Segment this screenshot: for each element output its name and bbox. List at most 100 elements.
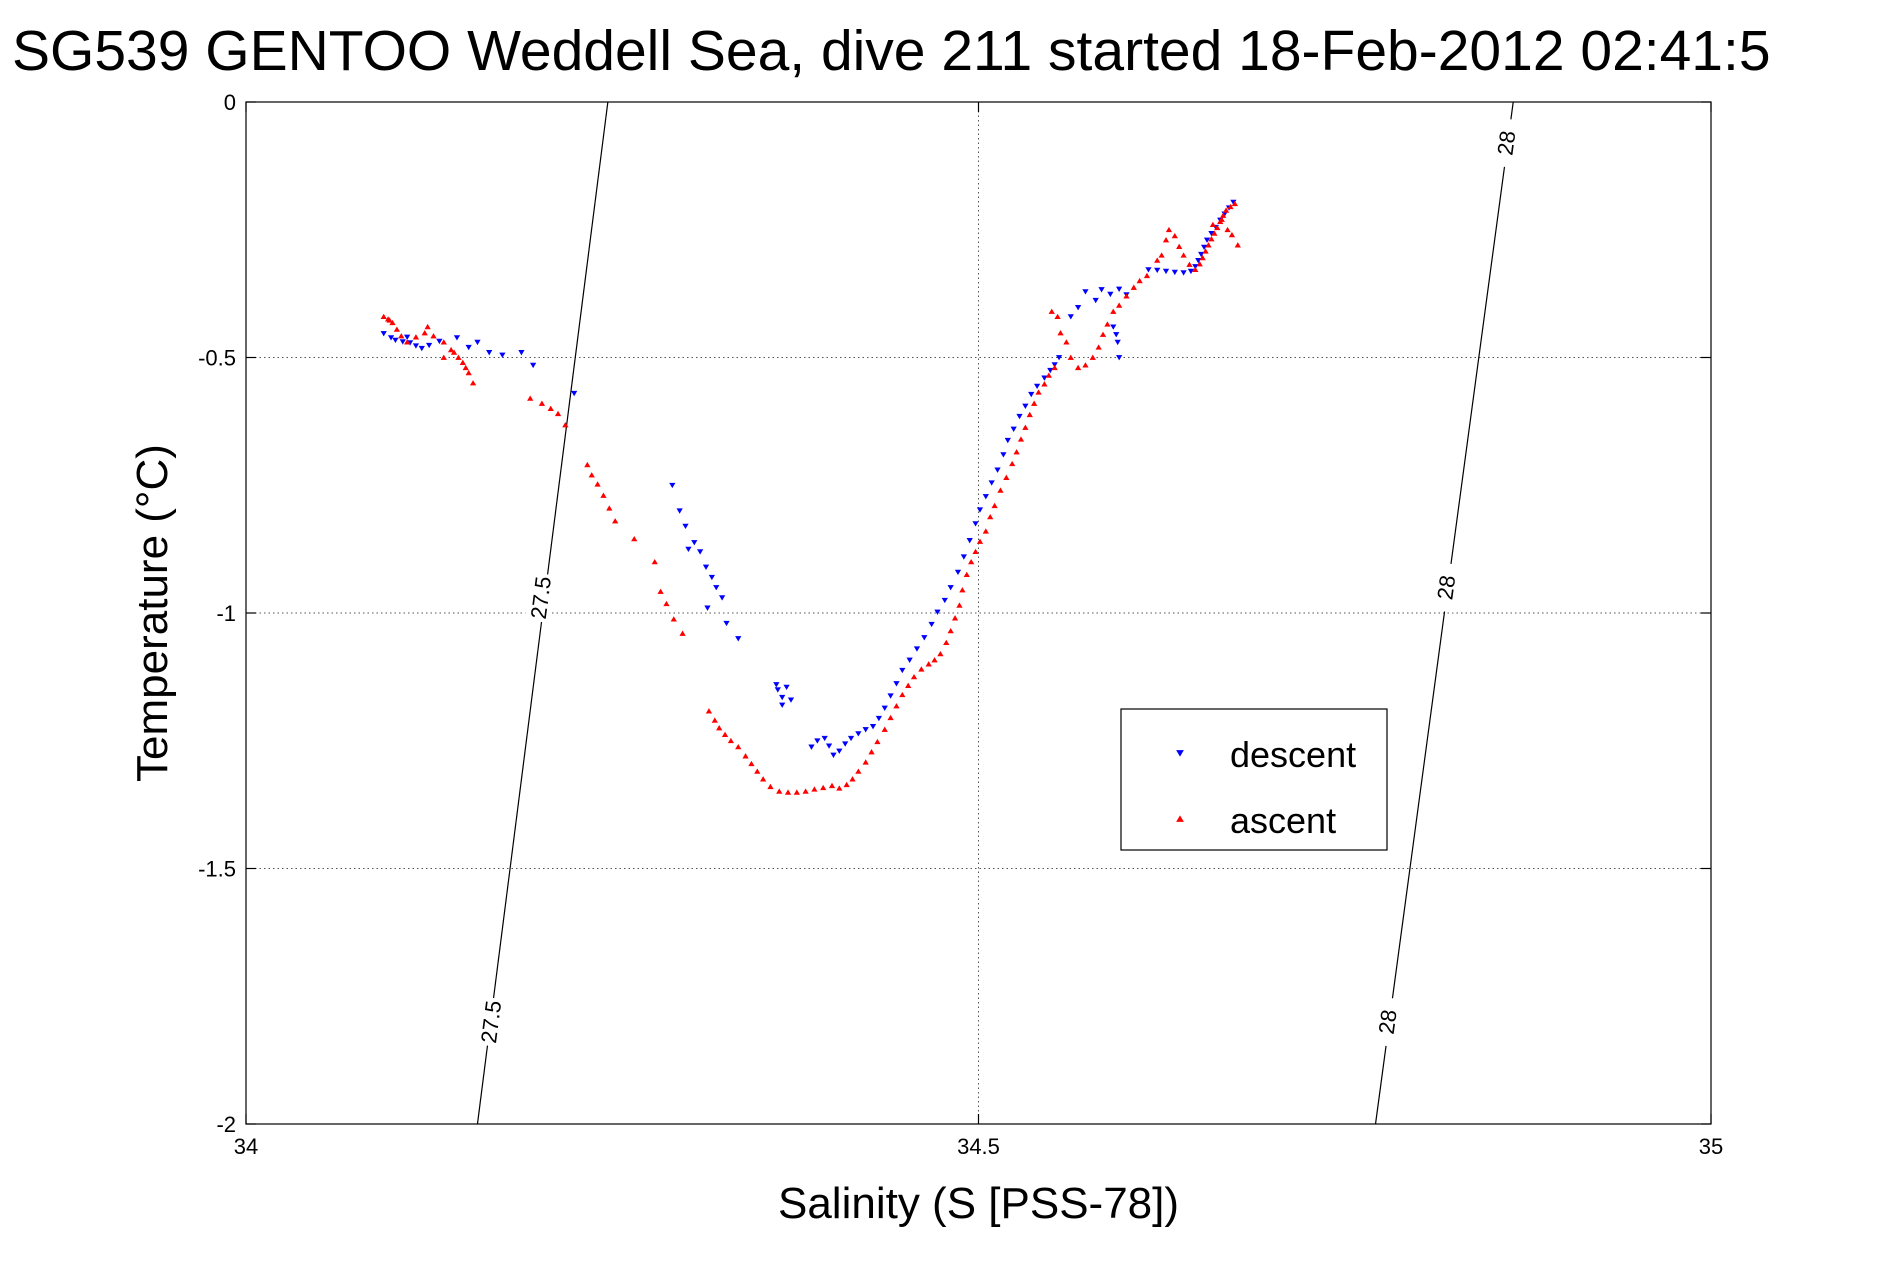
- contour-line: [1374, 101, 1514, 1125]
- descent-point: [1010, 426, 1017, 432]
- descent-point: [426, 342, 433, 349]
- grid: [245, 101, 1712, 1125]
- descent-point: [779, 702, 786, 708]
- x-tick-label: 35: [1699, 1134, 1723, 1159]
- descent-point: [719, 595, 726, 601]
- descent-point: [787, 697, 795, 703]
- descent-point: [1033, 383, 1041, 390]
- descent-point: [842, 741, 849, 747]
- descent-point: [773, 682, 780, 688]
- ascent-point: [412, 334, 420, 340]
- contour-label: 27.5: [526, 575, 556, 621]
- ascent-point: [767, 783, 774, 790]
- contour-label: 28: [1492, 129, 1520, 157]
- legend-label-descent: descent: [1230, 734, 1356, 775]
- contour-label: 28: [1432, 574, 1460, 602]
- descent-point: [735, 636, 742, 642]
- y-tick-label: 0: [224, 90, 236, 115]
- descent-point: [1067, 314, 1074, 320]
- y-axis-label: Temperature (°C): [128, 444, 177, 782]
- descent-point: [960, 554, 967, 560]
- ascent-point: [1180, 252, 1187, 258]
- ascent-point: [1063, 339, 1070, 345]
- legend-box: [1120, 708, 1388, 851]
- ascent-point: [784, 789, 792, 795]
- ascent-point: [1176, 243, 1183, 249]
- ascent-point: [1218, 216, 1225, 222]
- descent-point: [783, 684, 790, 691]
- ascent-point: [868, 749, 875, 755]
- descent-point: [713, 585, 720, 591]
- descent-point: [1055, 355, 1063, 361]
- ascent-point: [1130, 284, 1137, 290]
- ascent-point: [1003, 474, 1010, 480]
- descent-point: [399, 339, 406, 345]
- ascent-point: [1067, 354, 1074, 360]
- ascent-point: [976, 538, 984, 544]
- descent-point: [836, 748, 843, 754]
- ascent-point: [811, 786, 818, 792]
- ascent-point: [849, 776, 856, 782]
- descent-point: [887, 693, 894, 699]
- legend-marker-descent: [1176, 750, 1184, 757]
- descent-point: [934, 609, 941, 615]
- descent-point: [499, 352, 506, 358]
- ascent-point: [1209, 221, 1217, 228]
- descent-point: [1004, 437, 1011, 444]
- descent-point: [1098, 287, 1105, 293]
- descent-point: [702, 564, 710, 570]
- ascent-point: [910, 673, 918, 680]
- ascent-point: [802, 788, 809, 794]
- ascent-point: [1035, 389, 1042, 395]
- ascent-point: [631, 535, 638, 542]
- ascent-point: [754, 768, 761, 774]
- ascent-point: [1228, 231, 1236, 238]
- descent-point: [913, 646, 921, 652]
- ascent-point: [1089, 354, 1096, 360]
- descent-point: [994, 467, 1001, 473]
- ascent-point: [440, 339, 447, 345]
- ascent-point: [874, 738, 881, 745]
- ascent-point: [905, 682, 912, 688]
- descent-point: [682, 523, 689, 530]
- descent-point: [453, 335, 461, 341]
- chart-title: SG539 GENTOO Weddell Sea, dive 211 start…: [12, 19, 1771, 83]
- descent-point: [571, 390, 578, 397]
- ascent-point: [527, 395, 534, 401]
- ascent-point: [1104, 321, 1111, 327]
- ascent-point: [1158, 252, 1165, 258]
- descent-point: [691, 540, 698, 546]
- descent-point: [830, 752, 837, 758]
- ascent-point: [925, 661, 932, 667]
- ascent-point: [679, 630, 686, 636]
- descent-point: [685, 546, 692, 553]
- ascent-point: [705, 708, 713, 714]
- descent-point: [387, 335, 395, 341]
- ascent-point: [1196, 261, 1203, 267]
- ascent-point: [1222, 207, 1230, 213]
- ascent-point: [1082, 362, 1089, 368]
- ascent-point: [1231, 200, 1238, 207]
- ascent-point: [398, 333, 405, 339]
- descent-point: [1113, 332, 1120, 338]
- descent-point: [821, 735, 828, 742]
- ascent-point: [1208, 236, 1215, 242]
- ascent-point: [711, 717, 718, 723]
- descent-point: [954, 569, 962, 576]
- ascent-point: [991, 502, 998, 509]
- descent-point: [881, 705, 888, 711]
- descent-point: [412, 343, 420, 349]
- descent-point: [404, 334, 411, 340]
- descent-point: [392, 337, 399, 344]
- descent-point: [1162, 268, 1170, 275]
- ascent-point: [820, 784, 827, 791]
- ascent-point: [386, 317, 393, 323]
- ascent-point: [862, 759, 869, 765]
- ascent-point: [1214, 224, 1221, 231]
- ascent-point: [1199, 254, 1206, 261]
- descent-point: [1192, 264, 1199, 270]
- ascent-point: [931, 657, 938, 663]
- ascent-point: [1045, 372, 1052, 378]
- ascent-point: [584, 461, 591, 468]
- descent-point: [899, 667, 906, 674]
